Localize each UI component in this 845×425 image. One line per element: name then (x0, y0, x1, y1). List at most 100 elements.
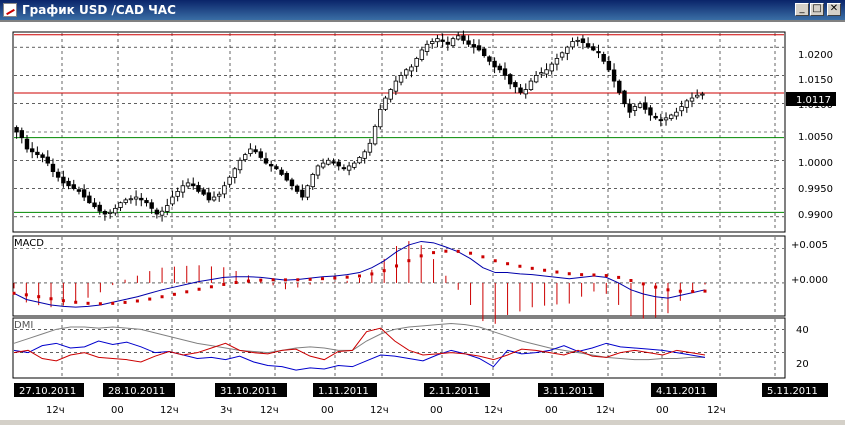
signal-dot (185, 290, 189, 294)
candle-body (92, 202, 97, 208)
candle-body (653, 115, 658, 119)
candle-body (684, 100, 690, 108)
hour-label: 12ч (707, 405, 726, 416)
minimize-button[interactable]: _ (795, 3, 809, 16)
close-button[interactable]: ✕ (827, 3, 841, 16)
macd-tick: +0.005 (791, 240, 828, 251)
candle-body (481, 48, 487, 57)
macd-series (12, 240, 707, 324)
candle-body (159, 210, 165, 216)
signal-dot (654, 285, 658, 289)
candle-body (170, 196, 175, 205)
signal-dot (617, 275, 621, 279)
candle-body (331, 161, 336, 164)
signal-dot (604, 274, 608, 278)
candle-body (559, 52, 565, 58)
candle-body (658, 119, 664, 122)
signal-dot (209, 285, 213, 289)
candle-body (40, 154, 45, 158)
date-box (14, 383, 84, 397)
signal-dot (320, 277, 324, 281)
candle-body (424, 43, 430, 52)
dmi-tick: 20 (796, 359, 809, 370)
candle-body (217, 193, 222, 197)
signal-dot (172, 292, 176, 296)
candle-body (518, 87, 523, 93)
candle-body (383, 97, 388, 110)
date-box (103, 383, 175, 397)
signal-dot (222, 282, 226, 286)
hour-label: 12ч (484, 405, 503, 416)
candle-body (450, 38, 456, 47)
signal-dot (469, 251, 473, 255)
candle-body (352, 162, 357, 168)
signal-dot (86, 301, 90, 305)
candle-body (211, 196, 217, 201)
candle-body (66, 180, 71, 187)
signal-dot (382, 269, 386, 273)
candle-body (315, 165, 321, 176)
dmi-tick: 40 (796, 325, 809, 336)
candle-body (248, 148, 253, 155)
signal-dot (271, 278, 275, 282)
macd-panel (12, 235, 786, 317)
candle-body (149, 202, 154, 209)
signal-dot (160, 295, 164, 299)
date-label: 5.11.2011 (767, 386, 818, 397)
date-label: 27.10.2011 (19, 386, 76, 397)
candle-body (341, 167, 347, 170)
signal-dot (493, 259, 497, 263)
candle-body (570, 41, 575, 48)
candle-body (201, 189, 206, 195)
signal-dot (345, 275, 349, 279)
candle-body (533, 75, 539, 83)
candle-body (185, 182, 191, 187)
candle-body (565, 46, 570, 54)
candle-body (175, 190, 180, 197)
candle-body (398, 75, 404, 83)
candle-body (253, 149, 258, 153)
signal-dot (197, 287, 201, 291)
candle-body (679, 106, 684, 112)
candle-body (346, 165, 352, 171)
current-price-label: 1.0117 (796, 95, 831, 106)
candle-body (674, 111, 679, 117)
candle-body (118, 202, 123, 208)
date-box (313, 383, 377, 397)
candle-body (107, 211, 113, 214)
hour-label: 00 (430, 405, 443, 416)
hour-label: 12ч (160, 405, 179, 416)
signal-dot (74, 300, 78, 304)
candle-body (237, 159, 243, 171)
signal-dot (592, 273, 596, 277)
signal-dot (24, 293, 28, 297)
candle-body (50, 163, 56, 173)
maximize-button[interactable]: □ (810, 3, 824, 16)
candle-body (445, 41, 451, 45)
candle-body (617, 80, 622, 93)
candlestick-series (14, 30, 705, 222)
signal-dot (543, 268, 547, 272)
candle-body (476, 45, 482, 51)
signal-dot (555, 270, 559, 274)
candle-body (227, 176, 232, 185)
candle-body (242, 154, 248, 161)
date-label: 3.11.2011 (543, 386, 594, 397)
date-label: 4.11.2011 (656, 386, 707, 397)
candle-body (289, 179, 295, 187)
signal-dot (135, 299, 139, 303)
candle-body (362, 151, 367, 159)
candle-body (669, 114, 674, 119)
candle-body (528, 80, 534, 91)
candle-body (133, 196, 139, 200)
date-label: 2.11.2011 (429, 386, 480, 397)
candle-body (14, 127, 19, 133)
signal-dot (283, 278, 287, 282)
candle-body (263, 158, 269, 164)
date-box (424, 383, 490, 397)
signal-dot (123, 300, 127, 304)
candle-body (279, 169, 284, 175)
signal-dot (580, 273, 584, 277)
signal-dot (641, 282, 645, 286)
candle-body (409, 66, 414, 72)
